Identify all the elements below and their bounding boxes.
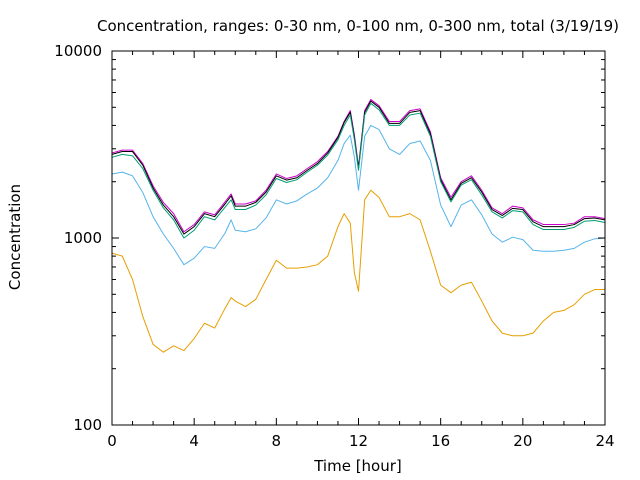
x-axis-label: Time [hour] xyxy=(313,457,402,475)
x-tick-label: 8 xyxy=(272,432,282,450)
series-line-4 xyxy=(111,124,606,266)
series-line-5 xyxy=(111,189,605,353)
y-axis-label: Concentration xyxy=(6,184,24,290)
ticks-layer: 0 4 8 12 16 20 24 100 1000 10000 xyxy=(54,42,614,450)
x-tick-label: 16 xyxy=(431,432,450,450)
chart-title: Concentration, ranges: 0-30 nm, 0-100 nm… xyxy=(97,17,619,35)
y-tick-label: 10000 xyxy=(54,42,102,60)
x-tick-label: 20 xyxy=(513,432,532,450)
y-tick-label: 100 xyxy=(73,416,102,434)
plot-frame xyxy=(111,50,606,426)
y-tick-label: 1000 xyxy=(64,229,102,247)
series-line-3 xyxy=(111,102,606,239)
x-tick-label: 24 xyxy=(595,432,614,450)
x-tick-label: 4 xyxy=(189,432,199,450)
x-tick-label: 12 xyxy=(349,432,368,450)
series-layer xyxy=(111,99,606,353)
x-tick-label: 0 xyxy=(107,432,117,450)
